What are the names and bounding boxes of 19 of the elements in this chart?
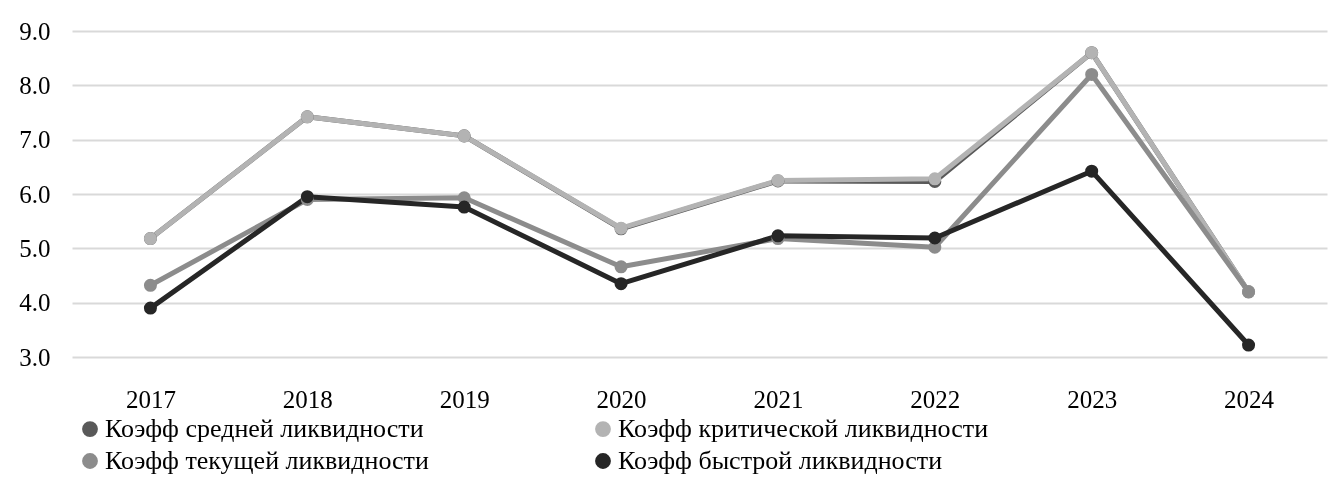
x-tick-label: 2021 [753,385,804,413]
y-tick-label: 8.0 [19,71,51,99]
y-tick-label: 6.0 [19,180,51,208]
y-tick-label: 9.0 [19,17,51,45]
legend-label: Коэфф критической ликвидности [618,414,989,444]
legend-label: Коэфф средней ликвидности [105,414,424,444]
y-tick-label: 5.0 [19,234,51,262]
legend-label: Коэфф быстрой ликвидности [618,446,943,475]
x-tick-label: 2023 [1067,385,1118,413]
y-tick-label: 3.0 [19,343,51,371]
y-tick-label: 7.0 [19,126,51,154]
x-tick-label: 2018 [282,385,333,413]
x-tick-label: 2019 [439,385,490,413]
x-tick-label: 2022 [910,385,961,413]
x-tick-label: 2017 [125,385,176,413]
x-tick-label: 2024 [1224,385,1275,413]
x-tick-label: 2020 [596,385,647,413]
legend-label: Коэфф текущей ликвидности [105,446,429,475]
y-tick-label: 4.0 [19,289,51,317]
